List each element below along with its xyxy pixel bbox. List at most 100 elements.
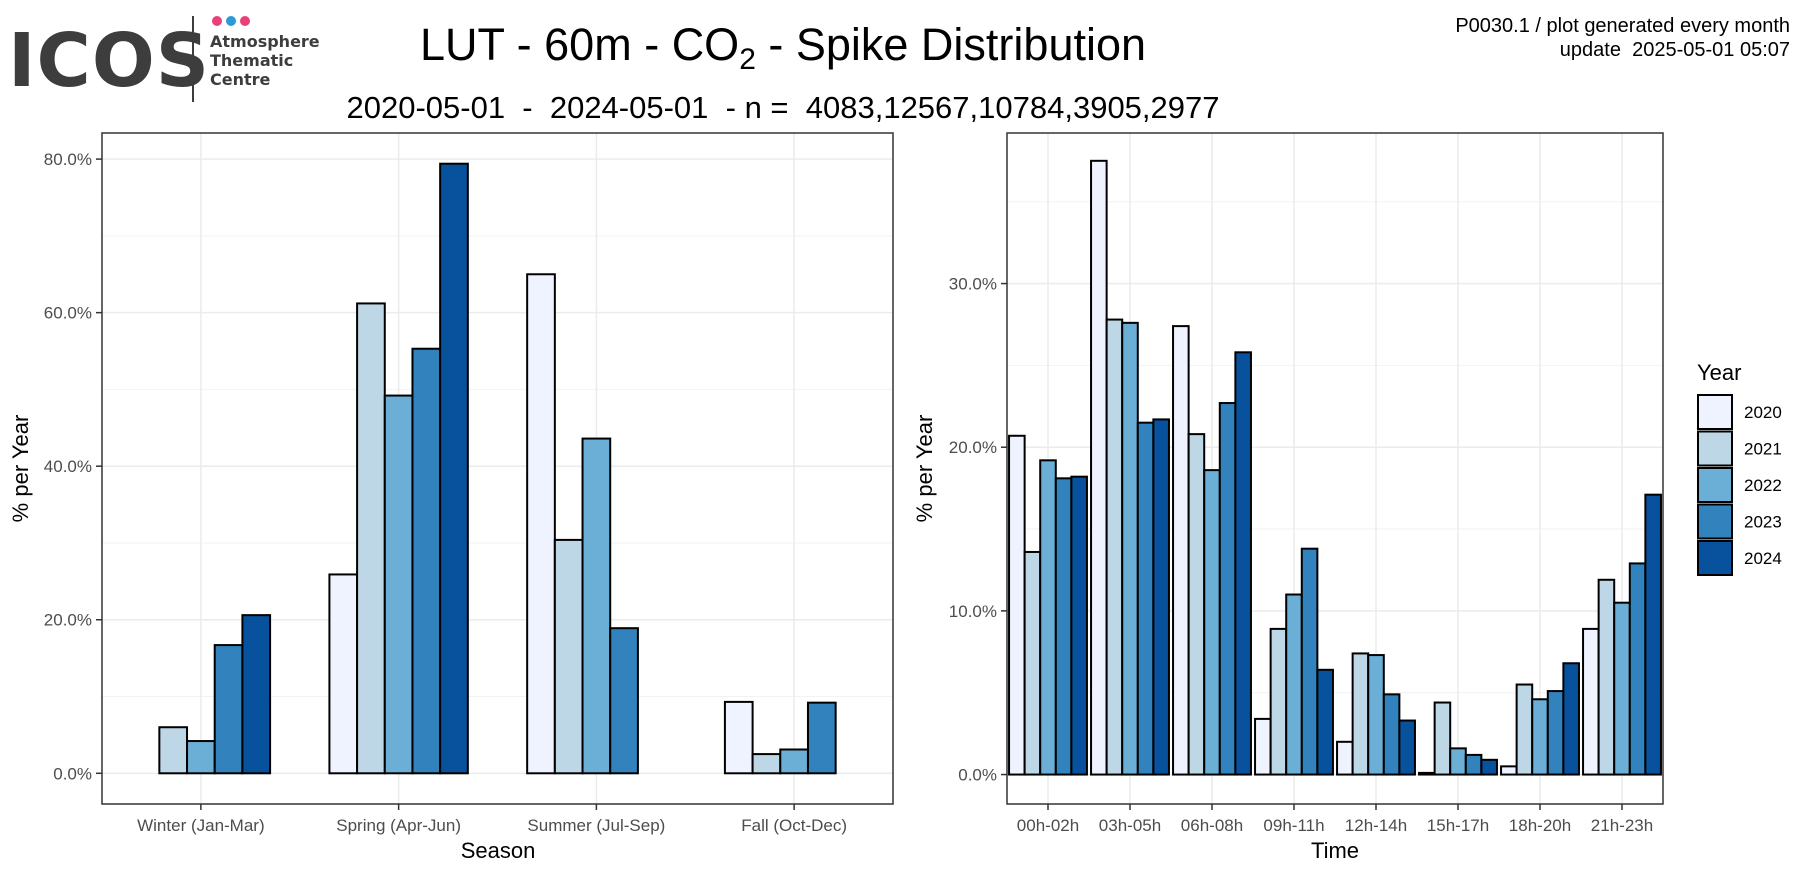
bar-2020 xyxy=(1418,771,1436,776)
bar-2021 xyxy=(553,538,584,775)
x-tick-label: 00h-02h xyxy=(1017,816,1079,835)
time-panel: 0.0% 10.0% 20.0% 30.0% 00h-02h 03h-05h 06h-08h… xyxy=(912,132,1664,863)
bar-2021 xyxy=(1597,578,1616,776)
bar-2022 xyxy=(1121,321,1139,776)
page-subtitle: 2020-05-01 - 2024-05-01 - n = 4083,12567… xyxy=(346,90,1219,125)
bar-2020 xyxy=(1582,627,1600,776)
legend-label: 2023 xyxy=(1744,513,1782,532)
bar-2021 xyxy=(356,302,386,775)
x-tick-label: Winter (Jan-Mar) xyxy=(137,816,265,835)
logo-line-1: Atmosphere xyxy=(210,32,320,51)
page-title: LUT - 60m - CO2 - Spike Distribution xyxy=(420,19,1146,76)
year-legend: Year 2020 2021 2022 2023 2024 xyxy=(1697,360,1782,576)
x-tick-label: 21h-23h xyxy=(1591,816,1653,835)
panel-border xyxy=(101,132,894,805)
bar-2022 xyxy=(186,740,216,775)
legend-label: 2021 xyxy=(1744,440,1782,459)
logo-dot-icon xyxy=(212,16,222,26)
bar-2022 xyxy=(383,394,414,775)
bar-2024 xyxy=(1644,493,1662,776)
bar-2021 xyxy=(1351,652,1370,776)
bar-2024 xyxy=(439,162,469,775)
y-tick-label: 30.0% xyxy=(949,275,997,294)
bar-2020 xyxy=(328,573,359,775)
bar-2021 xyxy=(1187,433,1206,776)
bar-2020 xyxy=(526,273,556,775)
bar-2024 xyxy=(1398,719,1416,776)
x-axis-title: Time xyxy=(1311,838,1359,863)
y-tick-label: 0.0% xyxy=(53,764,92,783)
bar-2023 xyxy=(1300,547,1319,776)
bar-2021 xyxy=(1023,550,1042,776)
bar-2023 xyxy=(806,701,837,775)
bar-2022 xyxy=(1367,654,1385,776)
y-tick-label: 20.0% xyxy=(949,438,997,457)
legend-title: Year xyxy=(1697,360,1741,385)
y-tick-label: 40.0% xyxy=(44,457,92,476)
bar-2021 xyxy=(1433,701,1452,776)
title-suffix: - Spike Distribution xyxy=(756,19,1146,70)
x-tick-label: 12h-14h xyxy=(1345,816,1407,835)
bar-2023 xyxy=(1464,753,1483,776)
legend-label: 2020 xyxy=(1744,403,1782,422)
x-tick-label: Spring (Apr-Jun) xyxy=(336,816,461,835)
bar-2022 xyxy=(1285,593,1303,776)
y-tick-label: 80.0% xyxy=(44,150,92,169)
logo-line-3: Centre xyxy=(210,70,271,89)
legend-swatch xyxy=(1697,394,1733,430)
bar-2022 xyxy=(1203,469,1221,776)
bar-2023 xyxy=(1546,690,1565,776)
legend-label: 2024 xyxy=(1744,549,1782,568)
bar-2021 xyxy=(751,753,782,775)
meta-line-1: P0030.1 / plot generated every month xyxy=(1455,15,1790,37)
bar-2022 xyxy=(779,748,809,775)
bar-2024 xyxy=(1480,758,1498,776)
y-tick-label: 20.0% xyxy=(44,611,92,630)
bar-2023 xyxy=(411,347,442,775)
y-tick-label: 0.0% xyxy=(958,766,997,785)
bar-2023 xyxy=(213,644,244,775)
bar-2021 xyxy=(158,726,189,775)
bar-2023 xyxy=(1218,402,1237,776)
bar-2023 xyxy=(609,627,639,775)
title-subscript: 2 xyxy=(739,43,756,76)
bar-2021 xyxy=(1269,627,1288,776)
bar-2022 xyxy=(1613,601,1631,776)
bar-2024 xyxy=(241,614,272,775)
bar-2020 xyxy=(1090,159,1108,776)
x-tick-label: 15h-17h xyxy=(1427,816,1489,835)
legend-swatch xyxy=(1697,503,1733,540)
y-tick-label: 10.0% xyxy=(949,602,997,621)
legend-swatch xyxy=(1697,540,1733,576)
x-tick-label: 06h-08h xyxy=(1181,816,1243,835)
bar-2020 xyxy=(1336,740,1354,776)
legend-swatch xyxy=(1697,430,1733,467)
bar-2023 xyxy=(1054,477,1073,776)
bar-2024 xyxy=(1234,351,1252,776)
logo-dot-icon xyxy=(240,16,250,26)
bar-2021 xyxy=(1105,318,1124,776)
bar-2023 xyxy=(1382,693,1401,776)
bar-2020 xyxy=(1172,325,1190,776)
bar-2023 xyxy=(1628,562,1647,776)
bar-2022 xyxy=(1531,698,1549,776)
x-tick-label: Fall (Oct-Dec) xyxy=(741,816,847,835)
legend-swatch xyxy=(1697,467,1733,503)
logo-dot-icon xyxy=(226,16,236,26)
bar-2020 xyxy=(1254,717,1272,776)
legend-label: 2022 xyxy=(1744,476,1782,495)
bar-2020 xyxy=(723,700,754,775)
x-tick-label: 09h-11h xyxy=(1263,816,1324,835)
bar-2020 xyxy=(1500,765,1518,776)
logo-line-2: Thematic xyxy=(210,51,293,70)
meta-line-2: update 2025-05-01 05:07 xyxy=(1560,39,1790,61)
y-axis-title: % per Year xyxy=(912,415,937,523)
x-tick-label: 18h-20h xyxy=(1509,816,1571,835)
bar-2020 xyxy=(1008,434,1026,776)
y-axis-title: % per Year xyxy=(8,415,33,523)
bar-2024 xyxy=(1562,662,1580,776)
bar-2023 xyxy=(1136,421,1155,776)
bar-2024 xyxy=(1070,475,1088,776)
icos-logo: ICOS Atmosphere Thematic Centre xyxy=(8,16,320,104)
